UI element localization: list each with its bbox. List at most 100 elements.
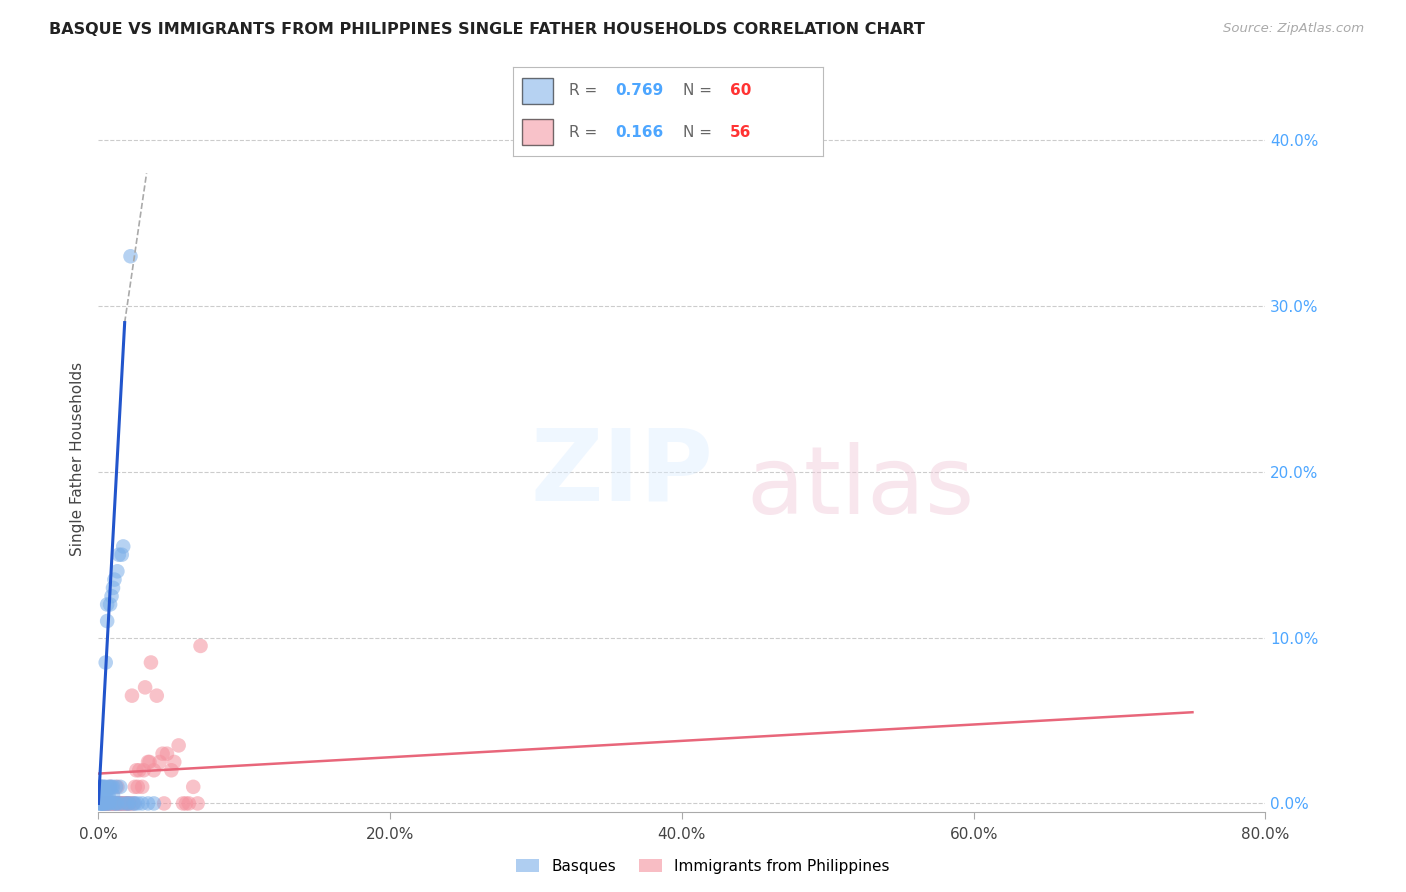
Point (100, 780, 122, 794)
Point (93, 797, 115, 811)
Point (89, 797, 111, 811)
Point (177, 797, 200, 811)
Point (138, 755, 160, 769)
Point (149, 755, 172, 769)
Point (110, 797, 132, 811)
Point (93, 780, 115, 794)
Point (91, 797, 114, 811)
Point (125, 764, 148, 778)
FancyBboxPatch shape (523, 78, 554, 104)
Text: N =: N = (683, 125, 717, 139)
Point (96, 614, 118, 628)
Text: N =: N = (683, 84, 717, 98)
Point (89, 788, 111, 802)
Point (91, 780, 114, 794)
Point (108, 797, 131, 811)
Point (96, 797, 118, 811)
Point (114, 797, 136, 811)
Point (97, 797, 120, 811)
Y-axis label: Single Father Households: Single Father Households (70, 362, 86, 557)
Point (112, 797, 135, 811)
Point (101, 581, 124, 595)
Point (139, 656, 162, 670)
Point (105, 797, 128, 811)
Point (94, 656, 117, 670)
Text: 56: 56 (730, 125, 751, 139)
Point (97, 780, 120, 794)
Text: 60: 60 (730, 84, 751, 98)
FancyBboxPatch shape (523, 119, 554, 145)
Point (101, 788, 124, 802)
Point (131, 797, 153, 811)
Point (97, 788, 120, 802)
Text: Source: ZipAtlas.com: Source: ZipAtlas.com (1223, 22, 1364, 36)
Point (172, 797, 194, 811)
Point (93, 797, 115, 811)
Text: R =: R = (569, 84, 602, 98)
Point (163, 755, 186, 769)
Point (111, 797, 134, 811)
Point (103, 573, 125, 587)
Point (94, 780, 117, 794)
Point (98, 797, 121, 811)
Point (104, 797, 127, 811)
Point (110, 797, 132, 811)
Point (153, 797, 176, 811)
Point (124, 780, 146, 794)
Point (94, 788, 117, 802)
Point (105, 564, 128, 578)
Point (97, 797, 120, 811)
Text: R =: R = (569, 125, 602, 139)
Point (101, 780, 124, 794)
Point (93, 797, 115, 811)
Point (105, 797, 128, 811)
Point (124, 797, 146, 811)
Point (121, 689, 143, 703)
Point (112, 540, 135, 554)
Point (90, 788, 112, 802)
Point (91, 788, 114, 802)
Point (103, 797, 125, 811)
Point (110, 780, 132, 794)
Point (104, 797, 127, 811)
Point (127, 780, 149, 794)
Text: 0.769: 0.769 (616, 84, 664, 98)
Point (90, 797, 112, 811)
Point (142, 764, 165, 778)
Point (94, 797, 117, 811)
Point (89, 797, 111, 811)
Point (91, 797, 114, 811)
Point (98, 780, 121, 794)
Point (160, 764, 183, 778)
Point (117, 797, 139, 811)
Text: atlas: atlas (747, 442, 974, 533)
Point (187, 797, 209, 811)
Point (152, 747, 174, 761)
Point (90, 797, 112, 811)
Point (105, 780, 128, 794)
Text: ZIP: ZIP (530, 425, 713, 522)
Point (103, 797, 125, 811)
Point (100, 589, 122, 603)
Point (174, 797, 197, 811)
Point (128, 764, 150, 778)
Point (101, 797, 124, 811)
Point (94, 797, 117, 811)
Point (96, 797, 118, 811)
Point (96, 797, 118, 811)
Point (90, 780, 112, 794)
Point (108, 548, 131, 562)
Legend: Basques, Immigrants from Philippines: Basques, Immigrants from Philippines (510, 853, 896, 880)
Point (110, 797, 132, 811)
Point (167, 739, 190, 753)
Point (114, 797, 136, 811)
Point (100, 797, 122, 811)
Point (142, 797, 165, 811)
Point (122, 797, 145, 811)
Point (93, 788, 115, 802)
Point (89, 788, 111, 802)
Point (156, 747, 179, 761)
Point (89, 780, 111, 794)
Point (91, 797, 114, 811)
Point (190, 639, 212, 653)
